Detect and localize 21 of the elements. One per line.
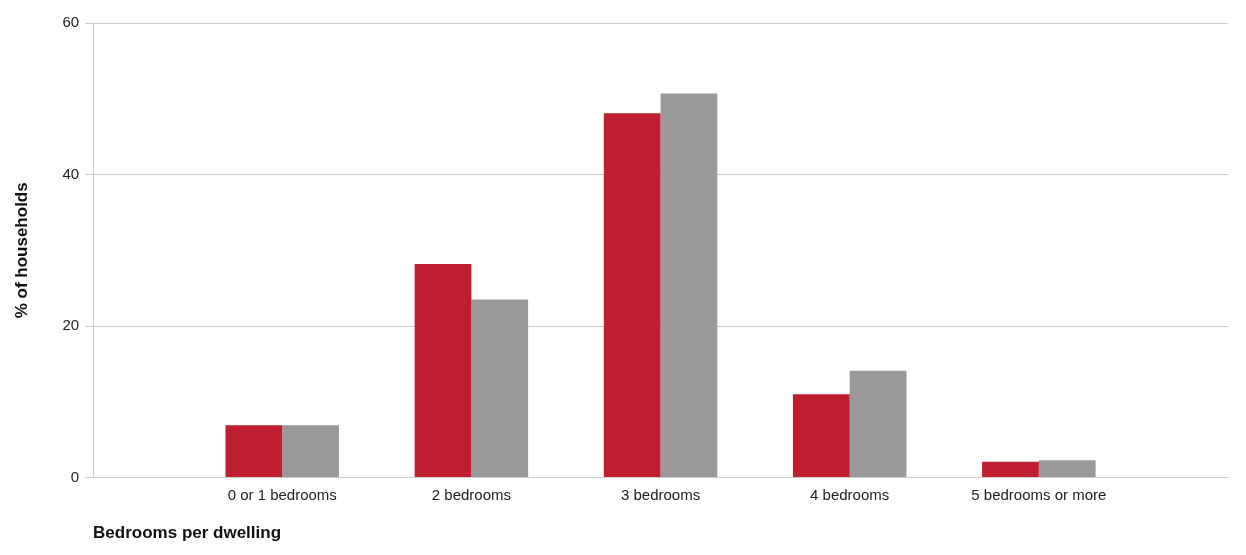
y-axis-title: % of households (11, 182, 31, 319)
bar (603, 113, 661, 478)
x-tick-label: 3 bedrooms (620, 485, 701, 503)
bar (792, 394, 850, 478)
y-tick-label: 60 (62, 13, 80, 31)
x-tick-label: 4 bedrooms (810, 485, 890, 503)
x-axis-title: Bedrooms per dwelling (93, 523, 282, 543)
bar (1038, 460, 1096, 478)
bar (982, 461, 1039, 478)
bar (414, 263, 472, 478)
bar (849, 370, 907, 478)
y-tick-label: 0 (70, 467, 80, 485)
x-tick-label: 2 bedrooms (431, 485, 511, 503)
x-tick-label: 5 bedrooms or more (971, 485, 1107, 503)
y-tick-label: 40 (62, 164, 80, 182)
bar (471, 299, 529, 478)
bar (225, 425, 283, 478)
bar (282, 425, 339, 478)
y-tick-label: 20 (62, 316, 80, 334)
x-tick-label: 0 or 1 bedrooms (227, 485, 337, 503)
bar (660, 93, 718, 478)
